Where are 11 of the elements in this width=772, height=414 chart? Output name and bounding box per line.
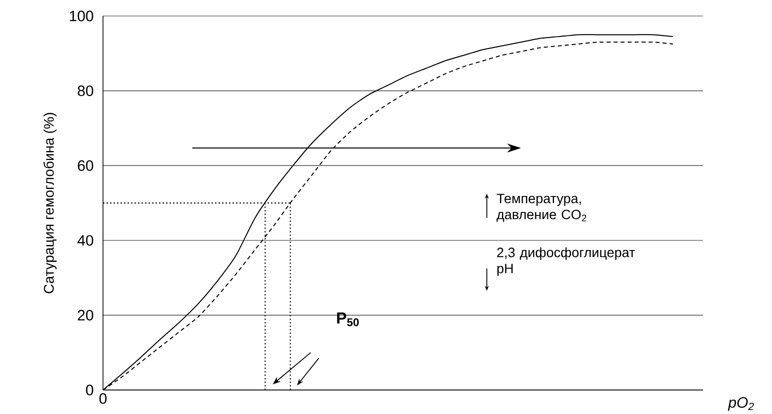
y-axis-title: Сатурация гемоглобина (%) bbox=[43, 112, 57, 294]
y-tick-label: 60 bbox=[78, 160, 94, 171]
annotation: Температура, давление CO$_{2}$ bbox=[496, 194, 586, 222]
y-tick-label: 0 bbox=[86, 384, 94, 396]
y-tick-label: 40 bbox=[77, 235, 94, 246]
annotation: P$_{50}$ bbox=[337, 312, 359, 326]
annotation: 2,3 дифосфоглицерат pH bbox=[497, 247, 635, 276]
x-axis-title: pO$_{2}$ bbox=[728, 397, 754, 411]
y-tick-label: 80 bbox=[78, 85, 94, 96]
y-tick-label: 100 bbox=[70, 10, 94, 22]
y-tick-label: 20 bbox=[78, 310, 94, 320]
